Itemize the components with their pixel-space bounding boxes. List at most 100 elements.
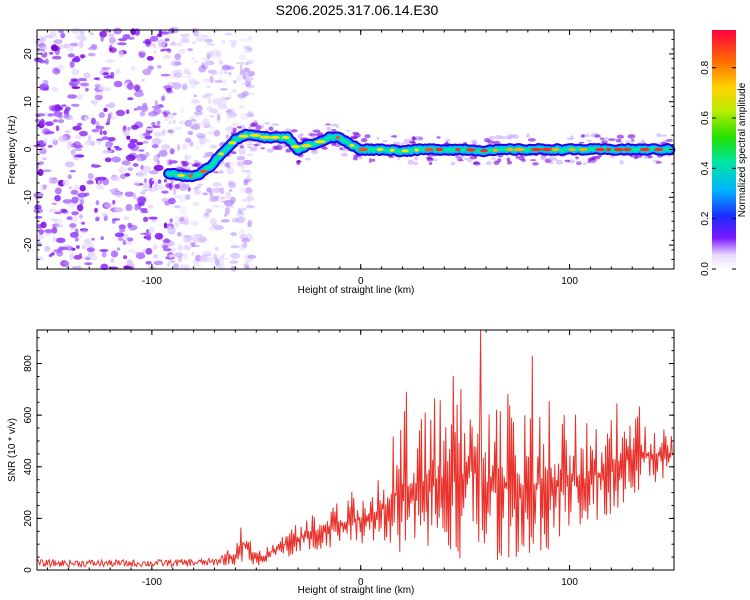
noise-blob [64,161,75,168]
x-tick-label: 0 [358,577,364,588]
colorbar-tick-label: 0.0 [700,262,711,276]
ridge-halo [661,134,668,137]
noise-blob [60,208,67,213]
noise-blob [78,234,82,238]
ridge-halo [488,135,496,140]
noise-blob [180,33,191,38]
ridge-halo [525,133,531,138]
noise-blob [164,38,170,42]
noise-blob [133,108,138,111]
noise-blob [245,61,249,66]
noise-blob [239,38,248,42]
noise-blob [42,157,48,161]
colorbar-tick-label: 0.6 [700,111,711,125]
noise-blob [210,78,215,83]
noise-blob [94,94,103,101]
colorbar-tick-label: 0.8 [700,60,711,74]
noise-blob [227,261,235,264]
ridge-halo [455,155,462,161]
noise-blob [89,32,94,36]
noise-blob [148,170,159,175]
noise-blob [69,60,75,68]
noise-blob [201,250,212,256]
noise-blob [189,242,196,245]
noise-blob [169,260,176,264]
noise-blob [148,111,158,117]
noise-blob [193,29,198,37]
noise-blob [240,112,249,120]
noise-blob [86,247,95,252]
ridge-halo [411,136,416,141]
ridge-halo [371,158,376,162]
noise-blob [125,154,136,162]
ridge-hotspot [506,147,514,152]
noise-blob [153,43,157,49]
noise-blob [228,180,235,186]
ridge-halo [608,138,616,142]
ridge-halo [450,161,456,166]
noise-blob [148,226,155,234]
noise-blob [233,80,237,84]
noise-blob [146,234,152,241]
noise-blob [75,34,86,41]
noise-blob [164,116,169,122]
noise-blob [86,180,94,185]
noise-blob [38,147,47,155]
ridge-halo [473,161,480,165]
noise-blob [51,202,57,205]
noise-blob [239,94,244,101]
ridge-halo [414,135,423,141]
noise-blob [228,160,235,168]
noise-blob [42,137,49,144]
colorbar-gradient [712,30,736,269]
noise-blob [184,68,188,73]
ridge-halo [401,142,405,146]
noise-blob [126,82,134,90]
noise-blob [54,195,61,202]
noise-blob [220,99,228,106]
noise-blob [133,84,141,92]
noise-blob [136,170,146,178]
noise-blob [103,202,114,209]
ridge-halo [312,129,321,133]
noise-blob [180,107,185,113]
noise-blob [193,94,197,98]
noise-blob [148,204,154,209]
ridge-halo [253,143,259,147]
ridge-halo [457,159,464,162]
noise-blob [139,232,149,235]
ridge-hotspot [654,147,664,152]
ridge-halo [412,161,419,166]
noise-blob [191,123,201,126]
ridge-halo [575,156,579,160]
noise-blob [71,196,79,204]
noise-blob [105,103,115,108]
noise-blob [81,221,85,225]
noise-blob [136,156,142,162]
noise-blob [185,137,191,143]
ridge-halo [341,152,348,157]
noise-blob [105,59,115,63]
noise-blob [50,218,58,222]
noise-blob [205,208,213,214]
noise-blob [63,43,70,49]
noise-blob [176,59,183,62]
noise-blob [135,251,145,256]
noise-blob [99,249,109,252]
noise-blob [189,118,197,122]
noise-blob [209,217,218,225]
noise-blob [83,72,91,79]
noise-blob [247,70,255,77]
noise-blob [142,132,151,137]
noise-blob [52,119,59,123]
ridge-halo [596,155,602,158]
snr-ylabel: SNR (10 * v/v) [7,418,18,482]
noise-blob [115,69,121,74]
noise-blob [160,73,171,77]
noise-blob [79,214,83,219]
spectrogram-ylabel: Frequency (Hz) [7,116,18,185]
noise-blob [179,121,185,125]
noise-blob [154,232,163,240]
snr-ticks: -100 0 100 0 200 400 600 800 [23,330,675,588]
